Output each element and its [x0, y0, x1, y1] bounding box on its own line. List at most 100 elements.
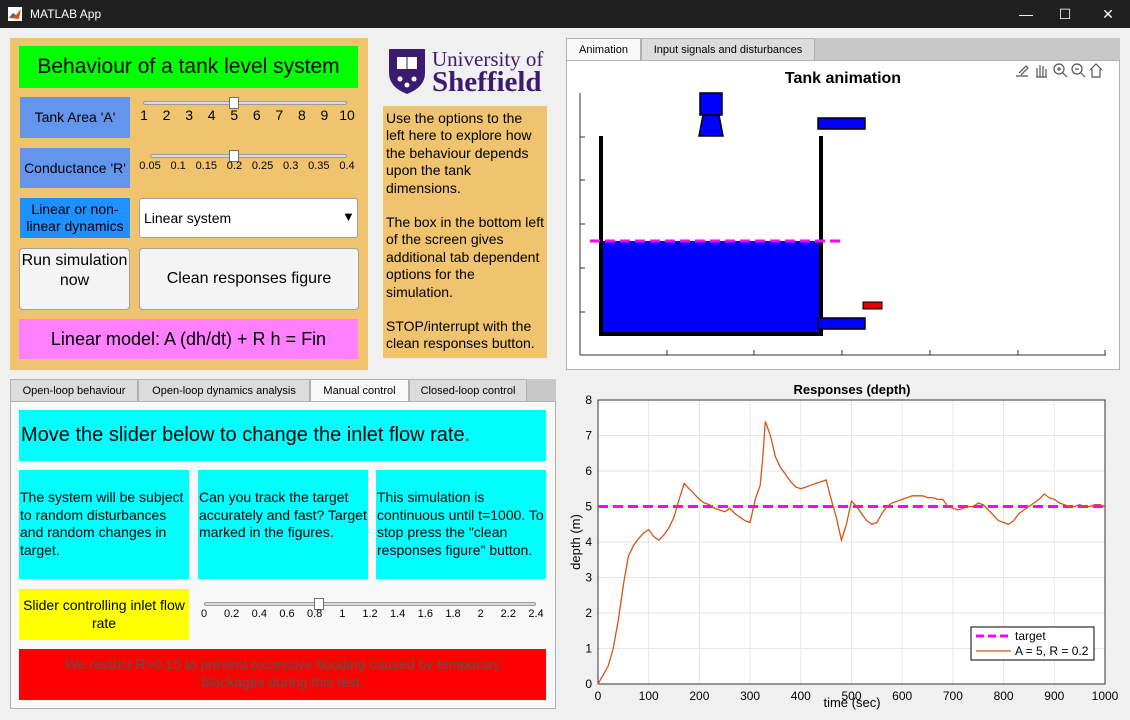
zoom-in-icon[interactable]: [1053, 63, 1068, 78]
tank-area-tick-label: 6: [252, 107, 261, 123]
inlet-flow-tick-label: 2.4: [528, 608, 544, 620]
warning-banner: We restrict R>0.15 to prevent excessive …: [19, 649, 546, 700]
logo-text-university: University of: [432, 47, 544, 71]
matlab-app-icon: [8, 7, 22, 21]
maximize-button[interactable]: ☐: [1058, 6, 1072, 22]
tab-open-loop-dynamics[interactable]: Open-loop dynamics analysis: [138, 379, 310, 401]
inlet-flow-tick-label: 0.6: [279, 608, 295, 620]
model-equation: Linear model: A (dh/dt) + R h = Fin: [19, 319, 358, 359]
animation-title: Tank animation: [784, 70, 902, 87]
chart-y-label: depth (m): [568, 514, 583, 570]
y-tick-label: 7: [585, 429, 592, 443]
x-tick-label: 900: [1044, 689, 1064, 703]
tab-input-signals[interactable]: Input signals and disturbances: [641, 38, 815, 60]
chart-y-ticks: 0 1 2 3 4 5 6 7 8: [585, 393, 592, 691]
window-title: MATLAB App: [30, 7, 102, 21]
inlet-flow-tick-label: 1.4: [390, 608, 406, 620]
legend-box: [970, 626, 1095, 661]
responses-chart: Responses (depth) 0 100 200 300 400 500 600 700…: [568, 382, 1119, 710]
y-tick-label: 6: [585, 464, 592, 478]
x-tick-label: 0: [595, 689, 602, 703]
conductance-tick-label: 0.2: [226, 160, 243, 172]
manual-heading: Move the slider below to change the inle…: [19, 410, 546, 461]
tank-area-ticks: 1 2 3 4 5 6 7 8 9 10: [0, 107, 1130, 137]
x-tick-label: 600: [892, 689, 912, 703]
conductance-slider-thumb[interactable]: [229, 150, 240, 162]
conductance-tick-label: 0.35: [308, 160, 330, 172]
university-logo: University of Sheffield: [385, 46, 547, 98]
tank-area-slider-thumb[interactable]: [229, 97, 240, 109]
instructions-paragraph-1: Use the options to the left here to expl…: [386, 110, 532, 196]
tank-area-tick-label: 2: [162, 107, 171, 123]
conductance-label: Conductance 'R': [20, 148, 130, 188]
y-tick-label: 0: [585, 677, 592, 691]
tank-area-tick-label: 9: [320, 107, 329, 123]
logo-text-sheffield: Sheffield: [432, 66, 542, 98]
tank-area-tick-label: 1: [140, 107, 148, 123]
legend-response-label: A = 5, R = 0.2: [1015, 644, 1089, 658]
axes-toolbar: [1014, 62, 1106, 80]
dynamics-dropdown-value: Linear system: [144, 210, 232, 226]
conductance-ticks: 0.05 0.1 0.15 0.2 0.25 0.3 0.35 0.4: [0, 160, 1130, 190]
outlet-pipe: [817, 317, 866, 330]
y-tick-label: 2: [585, 606, 592, 620]
tank-animation-axes: [579, 92, 1106, 356]
dynamics-dropdown[interactable]: Linear system ▼: [139, 198, 358, 238]
clean-responses-button[interactable]: Clean responses figure: [139, 248, 359, 310]
conductance-tick-label: 0.4: [339, 160, 355, 172]
chart-x-label: time (sec): [823, 695, 880, 710]
home-icon[interactable]: [1089, 63, 1103, 78]
export-icon[interactable]: [1016, 65, 1029, 77]
conductance-slider[interactable]: [150, 154, 347, 158]
x-tick-label: 200: [689, 689, 709, 703]
bottom-tab-filler: [527, 379, 556, 401]
tank-area-label: Tank Area 'A': [20, 97, 130, 138]
inlet-flow-tick-label: 0.8: [307, 608, 323, 620]
x-tick-label: 1000: [1092, 689, 1119, 703]
tab-animation[interactable]: Animation: [566, 38, 641, 60]
chart-series: [597, 421, 1106, 685]
outlet-flow-indicator: [862, 301, 883, 310]
inlet-flow-tick-label: 2.2: [500, 608, 516, 620]
shield-icon: [389, 49, 425, 94]
info-box-tracking: Can you track the target accurately and …: [198, 470, 368, 579]
inlet-flow-tick-label: 0.2: [224, 608, 240, 620]
y-tick-label: 3: [585, 571, 592, 585]
tab-strip-filler: [815, 38, 1120, 60]
y-tick-label: 1: [585, 642, 592, 656]
tank-area-tick-label: 8: [297, 107, 306, 123]
x-tick-label: 400: [791, 689, 811, 703]
legend-target-label: target: [1015, 629, 1046, 643]
chevron-down-icon: ▼: [342, 209, 355, 224]
inlet-flow-slider[interactable]: [204, 602, 536, 606]
inlet-flow-tick-label: 1.6: [417, 608, 433, 620]
chart-title: Responses (depth): [793, 382, 910, 397]
minimize-button[interactable]: —: [1019, 6, 1033, 22]
inlet-flow-slider-thumb[interactable]: [313, 598, 324, 610]
series-depth-response: [597, 421, 1106, 685]
disturbance-pipe: [817, 117, 866, 130]
tab-manual-control[interactable]: Manual control: [310, 379, 409, 401]
y-tick-label: 8: [585, 393, 592, 407]
dynamics-label: Linear or non-linear dynamics: [20, 198, 130, 238]
pan-icon[interactable]: [1036, 65, 1047, 78]
zoom-out-icon[interactable]: [1071, 63, 1086, 78]
tank-water: [600, 240, 822, 334]
app-heading: Behaviour of a tank level system: [19, 46, 358, 88]
inlet-flow-tick-label: 1: [339, 608, 346, 620]
run-simulation-button[interactable]: Run simulation now: [19, 248, 130, 310]
inlet-flow-ticks: 0 0.2 0.4 0.6 0.8 1 1.2 1.4 1.6 1.8 2 2.2 2.4: [0, 608, 1130, 638]
tank-area-tick-label: 3: [185, 107, 194, 123]
y-tick-label: 4: [585, 535, 592, 549]
tank-area-slider[interactable]: [143, 101, 347, 105]
tab-closed-loop-control[interactable]: Closed-loop control: [409, 379, 527, 401]
instructions-paragraph-3: STOP/interrupt with the clean responses …: [386, 318, 535, 352]
chart-x-ticks: 0 100 200 300 400 500 600 700 800 900 1000: [595, 689, 1119, 703]
y-tick-label: 5: [585, 500, 592, 514]
inlet-flow-tick-label: 1.2: [362, 608, 378, 620]
tab-open-loop-behaviour[interactable]: Open-loop behaviour: [10, 379, 138, 401]
title-bar: MATLAB App — ☐ ✕: [0, 0, 1130, 28]
x-tick-label: 100: [639, 689, 659, 703]
close-button[interactable]: ✕: [1102, 6, 1114, 22]
tank-area-tick-label: 5: [230, 107, 239, 123]
